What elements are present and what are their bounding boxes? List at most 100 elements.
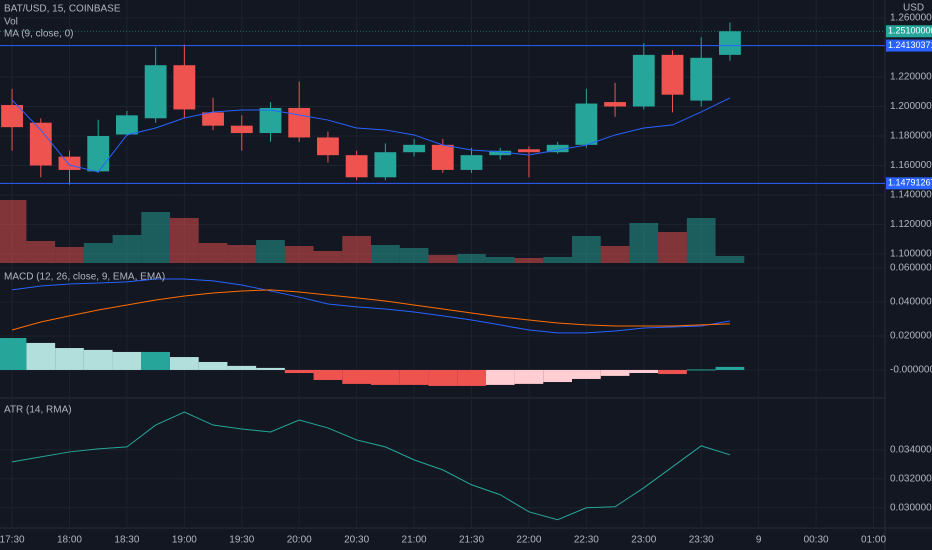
volume-bar (715, 256, 745, 263)
volume-bar (112, 235, 142, 263)
histogram-bar (55, 348, 84, 370)
axis-unit: USD (903, 3, 924, 14)
histogram-bar (169, 357, 199, 370)
histogram-bar (658, 369, 687, 375)
candle-body (661, 54, 684, 95)
volume-bar (284, 246, 314, 263)
candle-body (604, 102, 626, 107)
x-tick-label: 17:30 (0, 535, 25, 546)
histogram-bar (600, 369, 630, 376)
candle-body (518, 149, 540, 153)
y-tick-label: 1.12000000 (890, 219, 932, 230)
histogram-bar (572, 369, 601, 379)
candle-body (288, 107, 311, 138)
candle-body (403, 144, 425, 153)
y-tick-label: 1.14000000 (890, 190, 932, 201)
volume-bar (457, 254, 486, 263)
y-tick-label: 0.03400000 (890, 445, 932, 456)
line (11, 289, 730, 331)
volume-bar (428, 255, 458, 263)
histogram-bar (715, 366, 745, 370)
volume-bar (686, 218, 716, 263)
candle-body (202, 112, 224, 126)
x-tick-label: 21:30 (459, 535, 484, 546)
macd-title: MACD (12, 26, close, 9, EMA, EMA) (4, 272, 165, 283)
x-tick-label: 20:00 (287, 535, 312, 546)
histogram-bar (83, 349, 113, 370)
candle-body (632, 54, 655, 107)
histogram-bar (284, 369, 314, 374)
volume-bar (600, 246, 630, 263)
volume-bar (572, 236, 601, 263)
x-tick-label: 21:00 (402, 535, 427, 546)
price-label-bg (886, 39, 932, 52)
candle-body (58, 156, 81, 170)
y-tick-label: 0.02000000 (890, 331, 932, 342)
y-tick-label: 0.03000000 (890, 502, 932, 513)
histogram-bar (141, 351, 170, 370)
line (11, 278, 731, 334)
histogram-bar (543, 369, 573, 383)
volume-bar (543, 257, 573, 263)
x-tick-label: 01:00 (861, 535, 886, 546)
histogram-bar (198, 361, 228, 370)
histogram-bar (629, 369, 659, 374)
price-label: 1.24130371 (888, 40, 932, 50)
x-tick-label: 20:30 (344, 535, 369, 546)
y-tick-label: 1.22000000 (890, 72, 932, 83)
y-tick-label: 1.20000000 (890, 101, 932, 112)
x-tick-label: 00:30 (804, 535, 829, 546)
volume-bar (83, 243, 113, 263)
histogram-bar (457, 369, 486, 386)
histogram-bar (514, 369, 544, 384)
x-tick-label: 23:00 (631, 535, 656, 546)
x-tick-label: 19:30 (229, 535, 254, 546)
volume-bar (313, 251, 343, 263)
volume-bar (26, 241, 56, 263)
last-price-label: 1.25100000 (888, 26, 932, 36)
line (11, 411, 731, 521)
candle-body (719, 31, 741, 55)
candle-body (345, 155, 368, 178)
y-tick-label: 0.04000000 (890, 297, 932, 308)
candle-body (144, 65, 167, 119)
volume-bar (141, 212, 170, 263)
volume-bar (169, 218, 199, 263)
candle-body (230, 125, 253, 134)
candle-body (1, 105, 23, 128)
candle-body (575, 103, 598, 145)
y-tick-label: 1.26000000 (890, 13, 932, 24)
volume-bar (342, 236, 371, 263)
volume-bar (256, 240, 285, 263)
histogram-bar (370, 369, 400, 385)
histogram-bar (112, 351, 142, 370)
volume-bar (629, 223, 659, 263)
volume-bar (514, 258, 544, 263)
histogram-bar (313, 369, 343, 380)
histogram-bar (26, 342, 56, 370)
atr-title: ATR (14, RMA) (4, 405, 72, 416)
x-tick-label: 22:00 (516, 535, 541, 546)
candle-body (431, 144, 454, 170)
line (11, 97, 731, 173)
last-price-bg (886, 25, 932, 38)
x-tick-label: 22:30 (574, 535, 599, 546)
x-tick-label: 23:30 (689, 535, 714, 546)
candle-body (374, 152, 397, 178)
volume-bar (370, 245, 400, 263)
volume-bar (658, 232, 687, 263)
histogram-bar (227, 365, 257, 370)
x-tick-label: 19:00 (172, 535, 197, 546)
candle-body (317, 137, 339, 156)
candle-body (460, 155, 483, 170)
histogram-bar (485, 369, 515, 385)
y-tick-label: 1.10000000 (890, 249, 932, 260)
candle-body (546, 144, 569, 153)
histogram-bar (256, 367, 285, 370)
candle-body (116, 115, 138, 135)
y-tick-label: -0.00000000 (890, 365, 932, 376)
candle-body (690, 57, 713, 101)
ma-title: MA (9, close, 0) (4, 29, 73, 40)
x-tick-label: 18:00 (57, 535, 82, 546)
